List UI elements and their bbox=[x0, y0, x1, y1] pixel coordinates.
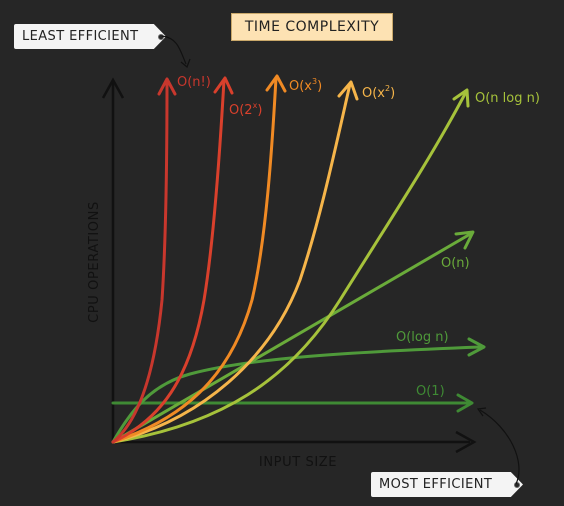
label-cubic: O(x3) bbox=[289, 77, 322, 94]
arrowhead-cubic bbox=[265, 74, 287, 93]
tag-hole bbox=[158, 34, 164, 40]
most-efficient-label: MOST EFFICIENT bbox=[379, 477, 493, 492]
curve-nlogn bbox=[111, 90, 468, 444]
least-callout-line bbox=[161, 35, 187, 65]
most-callout-line bbox=[479, 409, 520, 485]
curve-factorial bbox=[111, 80, 169, 444]
y-axis-label: CPU OPERATIONS bbox=[87, 201, 102, 323]
most-callout-arrowhead bbox=[476, 407, 487, 417]
arrowhead-linear bbox=[454, 230, 475, 250]
arrowhead-constant bbox=[456, 393, 474, 413]
arrowhead-factorial bbox=[157, 77, 177, 96]
least-efficient-label: LEAST EFFICIENT bbox=[22, 29, 139, 44]
curve-quadratic bbox=[111, 82, 352, 444]
label-nlogn: O(n log n) bbox=[475, 91, 540, 106]
label-exponential: O(2x) bbox=[229, 101, 262, 118]
label-constant: O(1) bbox=[416, 384, 445, 399]
diagram-title: TIME COMPLEXITY bbox=[231, 13, 393, 41]
y-axis-arrowhead bbox=[101, 77, 125, 99]
curve-exponential bbox=[111, 78, 226, 444]
label-factorial: O(n!) bbox=[177, 75, 211, 90]
arrowhead-exponential bbox=[213, 76, 234, 95]
label-linear: O(n) bbox=[441, 256, 470, 271]
least-callout-arrowhead bbox=[180, 58, 191, 69]
label-quadratic: O(x2) bbox=[362, 84, 395, 101]
most-efficient-tag: MOST EFFICIENT bbox=[371, 472, 523, 497]
curve-linear bbox=[111, 231, 474, 444]
arrowhead-log bbox=[467, 337, 486, 357]
arrowhead-nlogn bbox=[452, 88, 470, 108]
least-efficient-tag: LEAST EFFICIENT bbox=[14, 24, 166, 49]
x-axis-label: INPUT SIZE bbox=[259, 455, 337, 470]
curve-cubic bbox=[111, 76, 278, 444]
label-log: O(log n) bbox=[396, 330, 449, 345]
arrowhead-quadratic bbox=[337, 80, 359, 101]
x-axis-arrowhead bbox=[455, 430, 477, 454]
